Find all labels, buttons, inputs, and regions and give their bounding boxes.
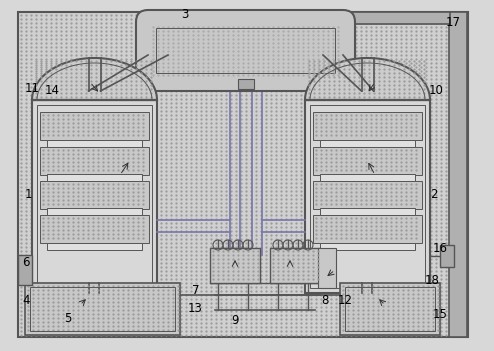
Bar bbox=[440, 245, 454, 267]
Bar bbox=[40, 181, 149, 209]
Bar bbox=[25, 283, 180, 335]
Bar bbox=[40, 147, 149, 175]
Bar bbox=[250, 12, 450, 24]
Text: 1: 1 bbox=[24, 188, 32, 201]
Bar bbox=[320, 174, 415, 181]
Text: 6: 6 bbox=[22, 256, 30, 269]
Bar bbox=[310, 105, 425, 288]
Bar bbox=[320, 243, 415, 250]
Bar bbox=[37, 105, 152, 288]
Text: 11: 11 bbox=[25, 81, 40, 94]
Bar bbox=[156, 28, 335, 73]
Text: 2: 2 bbox=[430, 188, 438, 201]
Bar bbox=[313, 181, 422, 209]
Text: 3: 3 bbox=[181, 7, 189, 20]
Text: 5: 5 bbox=[64, 311, 72, 325]
Bar bbox=[30, 287, 175, 331]
Bar bbox=[313, 215, 422, 243]
Bar bbox=[340, 283, 440, 335]
Text: 10: 10 bbox=[429, 84, 444, 97]
Text: 9: 9 bbox=[231, 313, 239, 326]
Bar bbox=[47, 174, 142, 181]
Bar bbox=[313, 112, 422, 140]
Polygon shape bbox=[305, 58, 430, 100]
Bar bbox=[313, 147, 422, 175]
Bar bbox=[320, 140, 415, 147]
Bar bbox=[318, 248, 336, 288]
Text: 16: 16 bbox=[433, 241, 448, 254]
Bar bbox=[320, 208, 415, 215]
Bar bbox=[210, 248, 260, 283]
Bar bbox=[40, 215, 149, 243]
Text: 4: 4 bbox=[22, 293, 30, 306]
Bar bbox=[40, 112, 149, 140]
Text: 12: 12 bbox=[337, 293, 353, 306]
Text: 13: 13 bbox=[188, 302, 203, 314]
Bar bbox=[345, 287, 435, 331]
Bar bbox=[270, 248, 320, 283]
Bar bbox=[305, 100, 430, 293]
Bar bbox=[47, 208, 142, 215]
Bar bbox=[449, 12, 467, 337]
Bar bbox=[238, 79, 254, 89]
Bar bbox=[32, 100, 157, 293]
Text: 8: 8 bbox=[321, 293, 329, 306]
Bar bbox=[47, 140, 142, 147]
Text: 15: 15 bbox=[433, 309, 448, 322]
Text: 14: 14 bbox=[44, 84, 59, 97]
FancyBboxPatch shape bbox=[136, 10, 355, 91]
Text: 7: 7 bbox=[192, 284, 200, 297]
Polygon shape bbox=[32, 58, 157, 100]
Bar bbox=[47, 243, 142, 250]
Bar bbox=[18, 255, 32, 285]
Text: 18: 18 bbox=[424, 273, 440, 286]
Text: 17: 17 bbox=[446, 15, 460, 28]
